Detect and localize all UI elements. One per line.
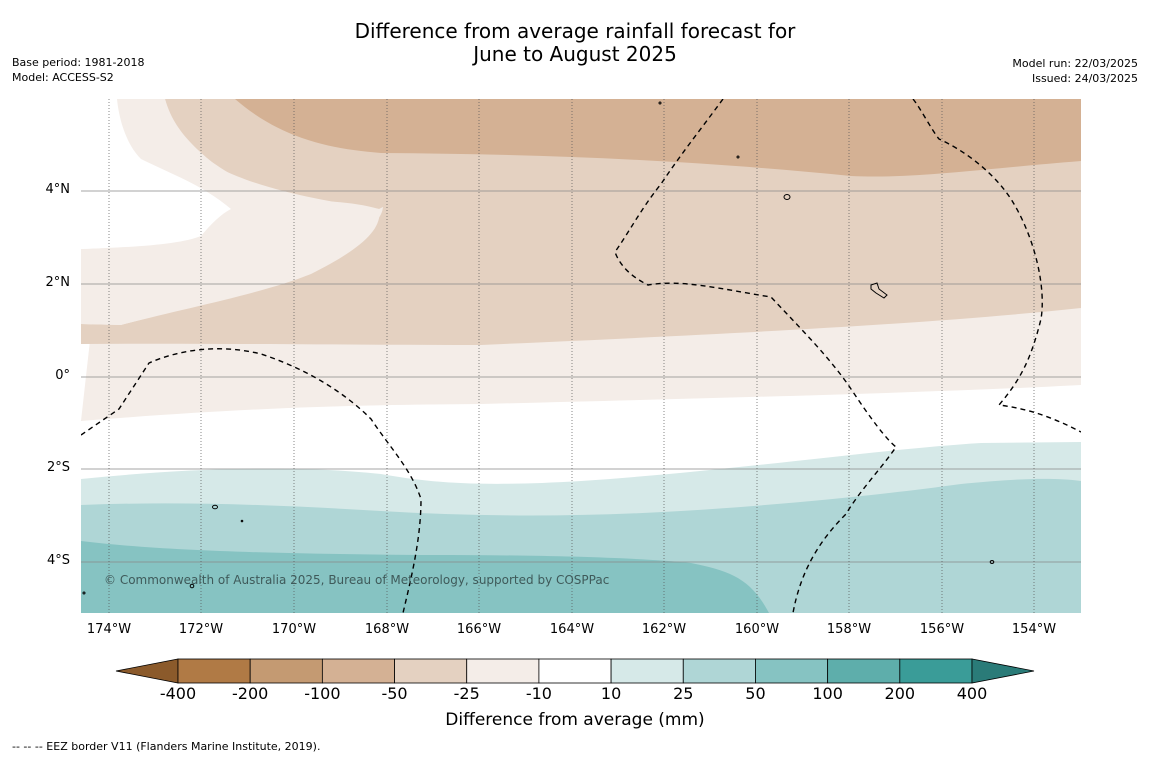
- model-name: Model: ACCESS-S2: [12, 71, 114, 84]
- eez-footnote: -- -- -- EEZ border V11 (Flanders Marine…: [12, 740, 321, 753]
- colorbar-segment: [394, 658, 468, 684]
- colorbar-segment: [682, 658, 756, 684]
- colorbar-tick-label: -100: [304, 684, 341, 703]
- colorbar-tick-label: 200: [884, 684, 916, 703]
- islands: [82, 101, 995, 595]
- lat-label-4n: 4°N: [45, 182, 71, 197]
- colorbar-tick-label: -10: [525, 684, 552, 703]
- issued-date: Issued: 24/03/2025: [1031, 72, 1138, 85]
- eez-borders: [81, 99, 1081, 613]
- lon-label-170w: 170°W: [271, 622, 317, 637]
- title-line-2: June to August 2025: [473, 42, 677, 66]
- band-dry-strong: [235, 99, 1081, 177]
- colorbar-segment: [177, 658, 251, 684]
- lat-label-4s: 4°S: [46, 553, 70, 568]
- rainfall-map: [81, 99, 1081, 613]
- band-neutral-west: [81, 99, 231, 249]
- colorbar-segment: [249, 658, 323, 684]
- lat-label-2s: 2°S: [46, 460, 70, 475]
- colorbar-segment: [321, 658, 395, 684]
- graticule: [81, 190, 1081, 563]
- colorbar: [115, 658, 1035, 684]
- colorbar-segment: [466, 658, 540, 684]
- colorbar-tick-label: 400: [956, 684, 988, 703]
- colorbar-tick-label: 10: [600, 684, 622, 703]
- colorbar-tick-label: -50: [381, 684, 408, 703]
- meta-left: Base period: 1981-2018 Model: ACCESS-S2: [12, 55, 144, 85]
- lat-label-2n: 2°N: [45, 275, 71, 290]
- lon-label-160w: 160°W: [734, 622, 780, 637]
- colorbar-tick-label: 25: [673, 684, 694, 703]
- lon-label-154w: 154°W: [1011, 622, 1057, 637]
- colorbar-extend-low: [115, 658, 179, 684]
- map-svg: [81, 99, 1081, 613]
- meta-right: Model run: 22/03/2025 Issued: 24/03/2025: [1012, 56, 1138, 86]
- colorbar-segment: [538, 658, 612, 684]
- colorbar-tick-label: 100: [812, 684, 843, 703]
- lon-label-168w: 168°W: [364, 622, 410, 637]
- lat-label-0: 0°: [55, 368, 70, 383]
- colorbar-tick-label: 50: [745, 684, 766, 703]
- lon-label-172w: 172°W: [178, 622, 224, 637]
- base-period: Base period: 1981-2018: [12, 56, 145, 69]
- lon-label-174w: 174°W: [86, 622, 132, 637]
- colorbar-segment: [610, 658, 684, 684]
- colorbar-extend-high: [971, 658, 1035, 684]
- colorbar-segment: [755, 658, 829, 684]
- band-dry-light-west: [81, 99, 380, 325]
- chart-title: Difference from average rainfall forecas…: [0, 20, 1150, 66]
- lon-label-158w: 158°W: [826, 622, 872, 637]
- lon-label-162w: 162°W: [641, 622, 687, 637]
- colorbar-segment: [827, 658, 901, 684]
- colorbar-tick-label: -25: [453, 684, 480, 703]
- band-wet-strong: [81, 541, 769, 613]
- lon-label-166w: 166°W: [456, 622, 502, 637]
- colorbar-tick-label: -200: [232, 684, 269, 703]
- colorbar-label: Difference from average (mm): [445, 710, 705, 730]
- lon-label-164w: 164°W: [549, 622, 595, 637]
- colorbar-tick-label: -400: [159, 684, 197, 703]
- title-line-1: Difference from average rainfall forecas…: [354, 19, 796, 43]
- copyright-notice: © Commonwealth of Australia 2025, Bureau…: [104, 573, 610, 587]
- colorbar-segment: [899, 658, 973, 684]
- model-run: Model run: 22/03/2025: [1012, 57, 1138, 70]
- lon-label-156w: 156°W: [919, 622, 965, 637]
